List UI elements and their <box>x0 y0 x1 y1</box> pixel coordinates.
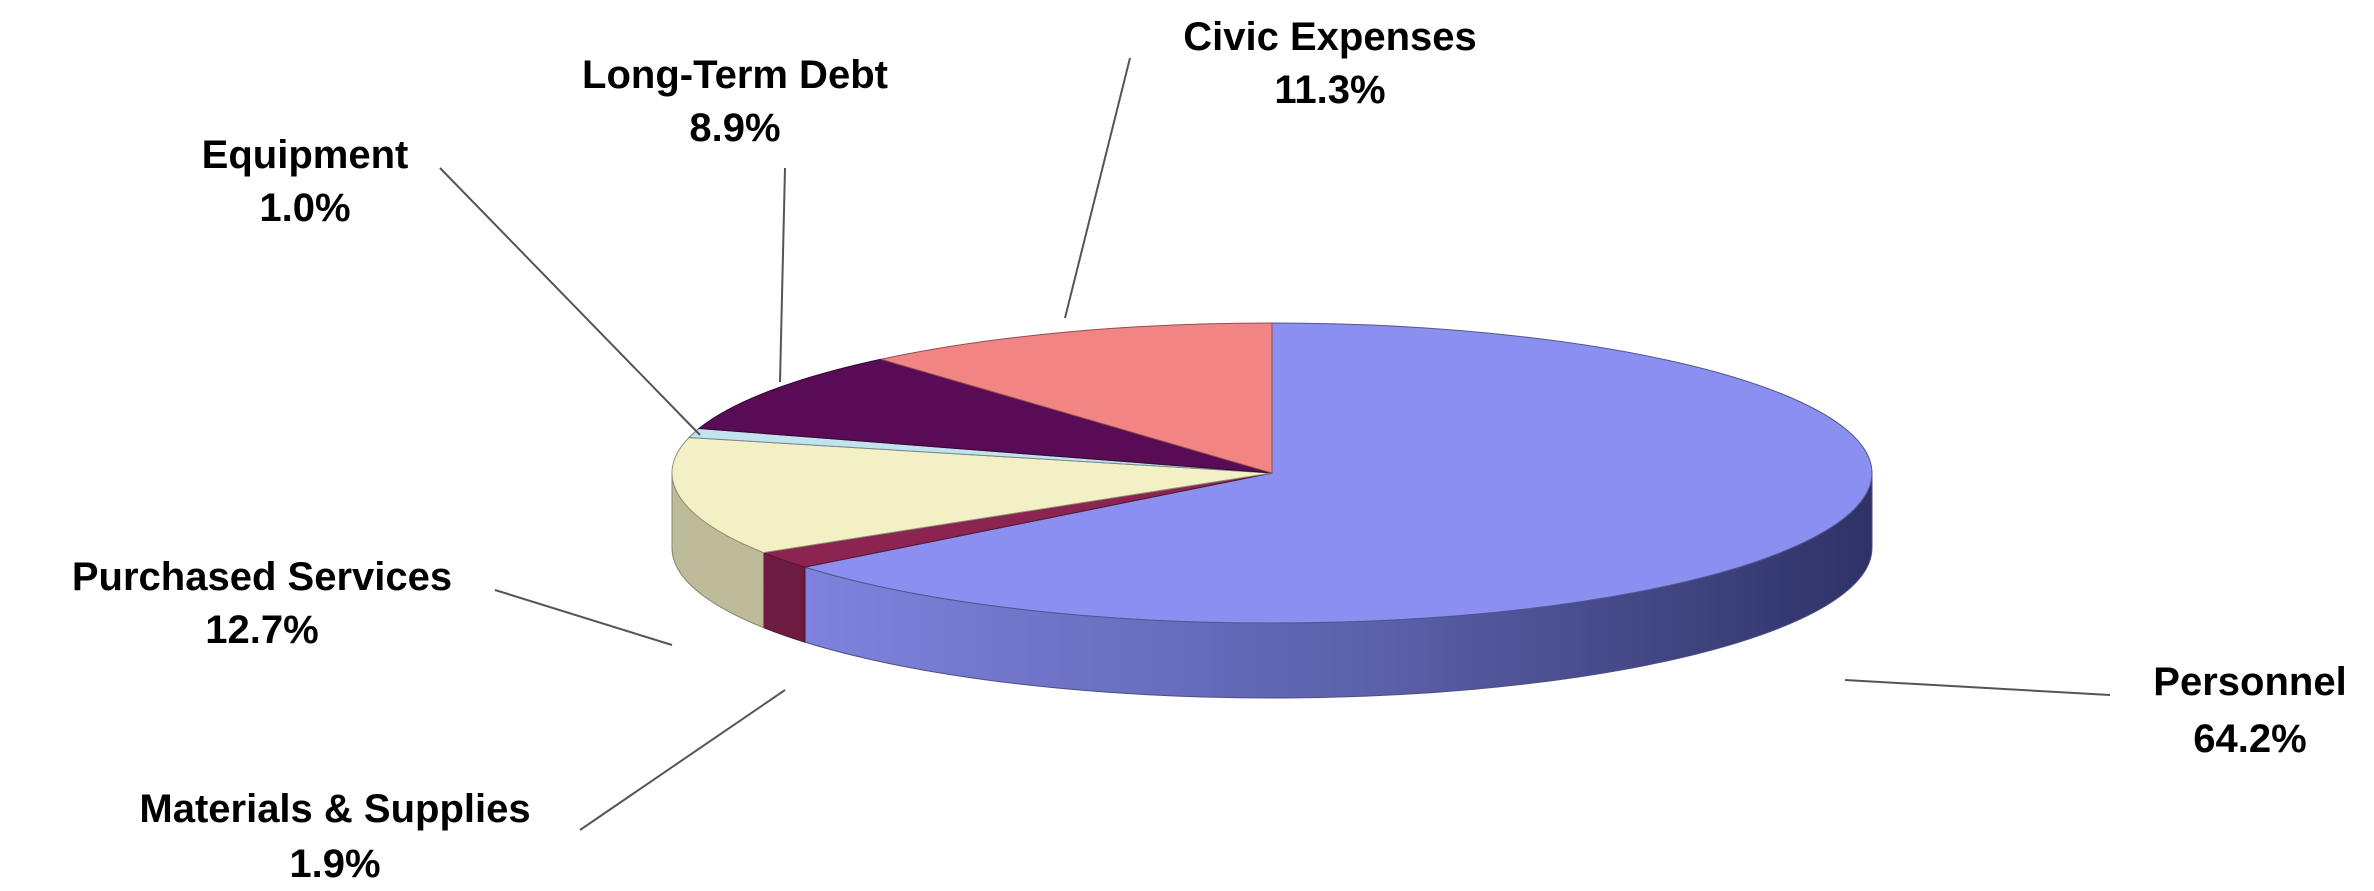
leader-line-materials-supplies <box>579 689 786 831</box>
leader-lines <box>439 57 2111 831</box>
slice-label-materials-supplies: Materials & Supplies 1.9% <box>139 787 530 886</box>
slice-value-personnel: 64.2% <box>2193 717 2306 761</box>
leader-line-long-term-debt <box>779 167 786 383</box>
slice-civic-expenses <box>880 322 1273 474</box>
pie-slices <box>671 322 1873 624</box>
slice-personnel <box>804 322 1873 624</box>
pie-side-walls <box>671 472 1873 699</box>
slice-name-materials-supplies: Materials & Supplies <box>139 787 530 831</box>
slice-purchased-services <box>671 437 1273 554</box>
leader-line-personnel <box>1844 679 2111 696</box>
slice-label-civic-expenses: Civic Expenses 11.3% <box>1183 15 1477 112</box>
slice-value-equipment: 1.0% <box>259 186 350 230</box>
slice-name-personnel: Personnel <box>2153 660 2346 704</box>
slice-long-term-debt <box>697 358 1273 474</box>
slice-label-long-term-debt: Long-Term Debt 8.9% <box>582 53 888 150</box>
slice-label-personnel: Personnel 64.2% <box>2153 660 2346 761</box>
leader-line-purchased-services <box>494 589 673 646</box>
slice-name-long-term-debt: Long-Term Debt <box>582 53 888 97</box>
slice-value-materials-supplies: 1.9% <box>289 842 380 886</box>
leader-line-civic-expenses <box>1064 57 1131 319</box>
slice-name-purchased-services: Purchased Services <box>72 555 452 599</box>
leader-line-equipment <box>439 167 701 436</box>
slice-value-purchased-services: 12.7% <box>205 608 318 652</box>
slice-label-equipment: Equipment 1.0% <box>202 133 409 230</box>
slice-value-civic-expenses: 11.3% <box>1274 68 1385 112</box>
slice-wall-materials-supplies <box>762 551 806 643</box>
slice-name-equipment: Equipment <box>202 133 409 177</box>
slice-label-purchased-services: Purchased Services 12.7% <box>72 555 452 652</box>
slice-name-civic-expenses: Civic Expenses <box>1183 15 1477 59</box>
slice-value-long-term-debt: 8.9% <box>689 106 780 150</box>
